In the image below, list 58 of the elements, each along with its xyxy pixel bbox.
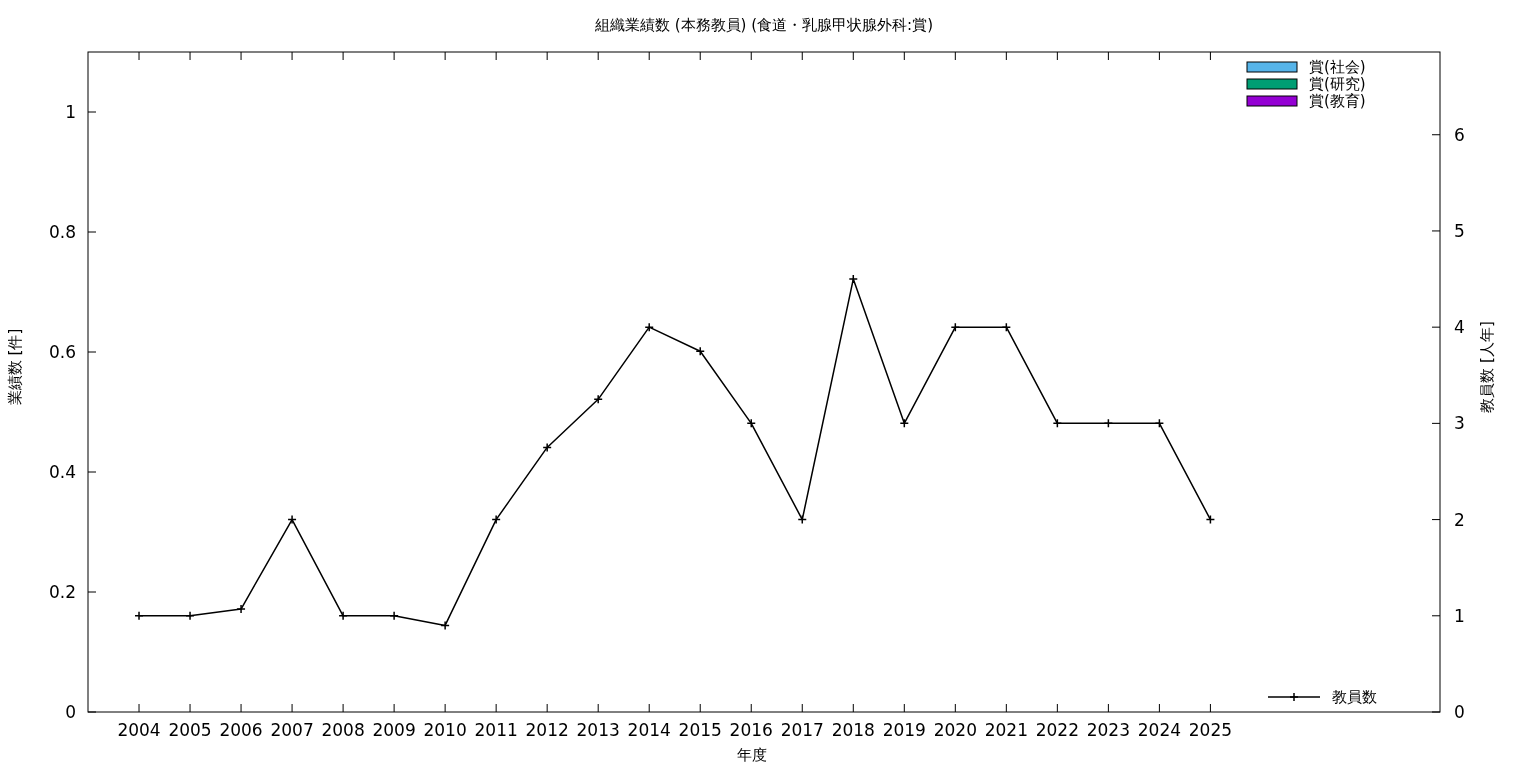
y-tick-label: 1 <box>65 101 76 122</box>
y-tick-label: 0 <box>65 701 76 722</box>
point <box>440 620 450 631</box>
x-tick-label: 2019 <box>882 720 926 740</box>
y2-axis-title: 教員数 [人年] <box>1478 321 1496 413</box>
x-tick-label: 2007 <box>270 720 314 740</box>
x-tick-label: 2013 <box>576 720 620 740</box>
legend-label: 賞(社会) <box>1309 58 1366 77</box>
x-tick-label: 2008 <box>321 720 365 740</box>
point <box>848 274 859 284</box>
x-tick-label: 2014 <box>627 720 671 740</box>
y2-tick-label: 2 <box>1454 509 1465 530</box>
legend-label: 賞(研究) <box>1309 75 1366 94</box>
x-tick-label: 2006 <box>219 720 263 740</box>
x-tick-label: 2005 <box>168 720 212 740</box>
x-tick-label: 2012 <box>525 720 569 740</box>
y-tick-label: 0.2 <box>48 581 76 602</box>
point <box>1001 322 1012 332</box>
y-tick-label: 0.8 <box>48 221 76 242</box>
point <box>593 394 603 405</box>
point <box>746 418 756 429</box>
x-tick-label: 2021 <box>984 720 1028 740</box>
point <box>491 514 501 525</box>
x-tick-label: 2025 <box>1188 720 1233 740</box>
x-tick-label: 2023 <box>1086 720 1131 740</box>
x-axis-title: 年度 <box>737 746 767 764</box>
point <box>542 442 552 453</box>
x-tick-label: 2022 <box>1035 720 1079 740</box>
x-tick-label: 2020 <box>933 720 977 740</box>
point <box>950 322 961 332</box>
point <box>236 604 246 614</box>
y2-tick-label: 3 <box>1454 413 1465 434</box>
point <box>287 514 297 525</box>
point <box>338 611 348 621</box>
x-tick-label: 2017 <box>780 720 824 740</box>
point <box>134 611 144 621</box>
y2-tick-label: 0 <box>1454 701 1465 722</box>
x-tick-label: 2010 <box>423 720 467 740</box>
chart-title: 組織業績数 (本務教員) (食道・乳腺甲状腺外科:賞) <box>594 16 933 34</box>
y2-tick-label: 4 <box>1454 317 1465 338</box>
legend-label: 教員数 <box>1332 688 1377 707</box>
y2-tick-label: 5 <box>1454 220 1465 241</box>
point <box>644 322 654 332</box>
x-tick-label: 2024 <box>1137 720 1182 740</box>
x-tick-label: 2015 <box>678 720 722 740</box>
x-tick-label: 2004 <box>117 720 161 740</box>
point <box>695 346 705 356</box>
point <box>389 611 399 621</box>
x-tick-label: 2018 <box>831 720 875 740</box>
x-tick-label: 2016 <box>729 720 773 740</box>
y2-tick-label: 6 <box>1454 124 1465 145</box>
y-axis-title: 業績数 [件] <box>6 328 24 406</box>
x-tick-label: 2011 <box>474 720 518 740</box>
x-tick-label: 2009 <box>372 720 416 740</box>
y-tick-label: 0.6 <box>48 341 76 362</box>
y2-tick-label: 1 <box>1454 605 1465 626</box>
y-tick-label: 0.4 <box>48 461 76 482</box>
legend-label: 賞(教育) <box>1309 92 1366 111</box>
